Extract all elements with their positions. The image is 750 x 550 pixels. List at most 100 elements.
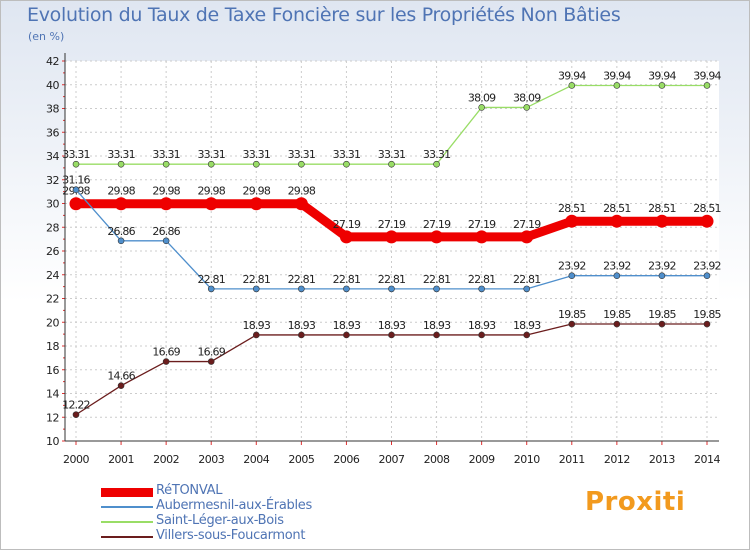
data-label-villers: 18.93 (468, 319, 496, 332)
y-tick-label: 36 (46, 126, 59, 139)
data-point-villers (298, 331, 305, 339)
x-tick-label: 2009 (469, 453, 495, 466)
data-point-saint-leger (433, 160, 440, 168)
data-point-saint-leger (162, 160, 170, 168)
data-point-saint-leger (478, 104, 485, 111)
data-label-saint-leger: 33.31 (378, 148, 406, 161)
x-tick-label: 2013 (649, 453, 675, 466)
data-point-saint-leger (388, 160, 395, 168)
data-point-villers (388, 331, 395, 339)
data-point-villers (207, 358, 215, 365)
data-label-aubermesnil: 22.81 (197, 273, 225, 286)
data-label-retonval: 28.51 (558, 202, 586, 215)
data-point-saint-leger (252, 160, 260, 168)
legend-swatch-saint-leger (101, 521, 153, 523)
data-point-retonval (159, 197, 173, 211)
data-point-retonval (249, 197, 263, 211)
legend-label-villers: Villers-sous-Foucarmont (156, 528, 306, 543)
data-label-saint-leger: 38.09 (468, 91, 496, 104)
legend-label-aubermesnil: Aubermesnil-aux-Érables (156, 498, 312, 513)
data-label-aubermesnil: 22.81 (288, 273, 316, 286)
data-label-saint-leger: 33.31 (333, 148, 361, 161)
data-label-saint-leger: 38.09 (513, 91, 541, 104)
y-tick-label: 32 (46, 174, 59, 187)
data-label-aubermesnil: 22.81 (333, 273, 361, 286)
data-label-aubermesnil: 23.92 (558, 260, 586, 273)
y-tick-label: 40 (46, 79, 59, 92)
data-point-aubermesnil (388, 285, 395, 293)
data-label-villers: 18.93 (378, 319, 406, 332)
data-point-retonval (204, 197, 218, 211)
data-label-villers: 18.93 (243, 319, 271, 332)
data-point-aubermesnil (703, 272, 711, 280)
x-tick-label: 2011 (559, 453, 585, 466)
data-label-aubermesnil: 23.92 (603, 260, 631, 273)
data-label-retonval: 27.19 (423, 218, 451, 231)
data-point-aubermesnil (433, 285, 440, 293)
y-tick-label: 20 (46, 316, 59, 329)
data-label-villers: 19.85 (558, 308, 586, 321)
data-label-retonval: 29.98 (243, 185, 271, 198)
data-label-retonval: 29.98 (197, 185, 225, 198)
data-label-villers: 16.69 (152, 346, 180, 359)
data-point-villers (613, 320, 621, 328)
proxiti-logo: Proxiti (585, 487, 685, 517)
legend-swatch-retonval (101, 488, 153, 497)
y-tick-label: 34 (46, 150, 59, 163)
data-point-villers (162, 358, 170, 365)
data-label-villers: 18.93 (423, 319, 451, 332)
data-point-aubermesnil (207, 285, 215, 293)
data-label-retonval: 27.19 (468, 218, 496, 231)
x-tick-label: 2000 (63, 453, 89, 466)
data-label-saint-leger: 33.31 (152, 148, 180, 161)
data-point-saint-leger (207, 160, 215, 168)
y-tick-label: 12 (46, 411, 59, 424)
data-label-saint-leger: 39.94 (693, 69, 721, 82)
x-tick-label: 2005 (288, 453, 314, 466)
data-label-retonval: 27.19 (333, 218, 361, 231)
data-point-villers (703, 320, 711, 328)
data-point-retonval (655, 214, 669, 228)
data-point-aubermesnil (162, 237, 170, 245)
data-point-saint-leger (343, 160, 350, 168)
data-label-saint-leger: 33.31 (62, 148, 90, 161)
data-point-saint-leger (72, 160, 80, 168)
data-point-retonval (430, 230, 444, 244)
legend-swatch-aubermesnil (101, 506, 153, 508)
data-label-villers: 14.66 (107, 370, 135, 383)
data-label-villers: 19.85 (693, 308, 721, 321)
data-label-retonval: 28.51 (648, 202, 676, 215)
data-label-retonval: 29.98 (152, 185, 180, 198)
data-label-aubermesnil: 22.81 (378, 273, 406, 286)
x-tick-label: 2008 (424, 453, 450, 466)
data-point-aubermesnil (613, 272, 621, 280)
data-point-retonval (520, 230, 534, 244)
data-point-retonval (339, 230, 353, 244)
legend-label-retonval: RéTONVAL (156, 483, 223, 498)
data-point-saint-leger (298, 160, 305, 168)
data-point-villers (343, 331, 350, 339)
data-label-aubermesnil: 22.81 (513, 273, 541, 286)
data-label-saint-leger: 39.94 (558, 69, 586, 82)
x-tick-label: 2001 (108, 453, 134, 466)
y-tick-label: 26 (46, 245, 59, 258)
data-label-saint-leger: 39.94 (603, 69, 631, 82)
line-chart: 10 12 14 16 18 20 22 24 26 28 30 32 34 36 38 40 42 2000 20… (46, 53, 722, 466)
y-tick-label: 22 (46, 293, 59, 306)
x-tick-label: 2006 (333, 453, 359, 466)
data-point-aubermesnil (478, 285, 485, 293)
data-label-saint-leger: 33.31 (423, 148, 451, 161)
y-tick-label: 42 (46, 55, 59, 68)
data-label-villers: 18.93 (333, 319, 361, 332)
data-point-aubermesnil (658, 272, 666, 280)
data-point-villers (568, 320, 576, 328)
data-point-aubermesnil (298, 285, 305, 293)
data-point-retonval (114, 197, 128, 211)
chart-title: Evolution du Taux de Taxe Foncière sur l… (27, 4, 621, 26)
data-point-retonval (610, 214, 624, 228)
data-point-retonval (700, 214, 714, 228)
data-label-villers: 18.93 (513, 319, 541, 332)
data-point-retonval (294, 197, 308, 211)
data-label-aubermesnil: 23.92 (693, 260, 721, 273)
